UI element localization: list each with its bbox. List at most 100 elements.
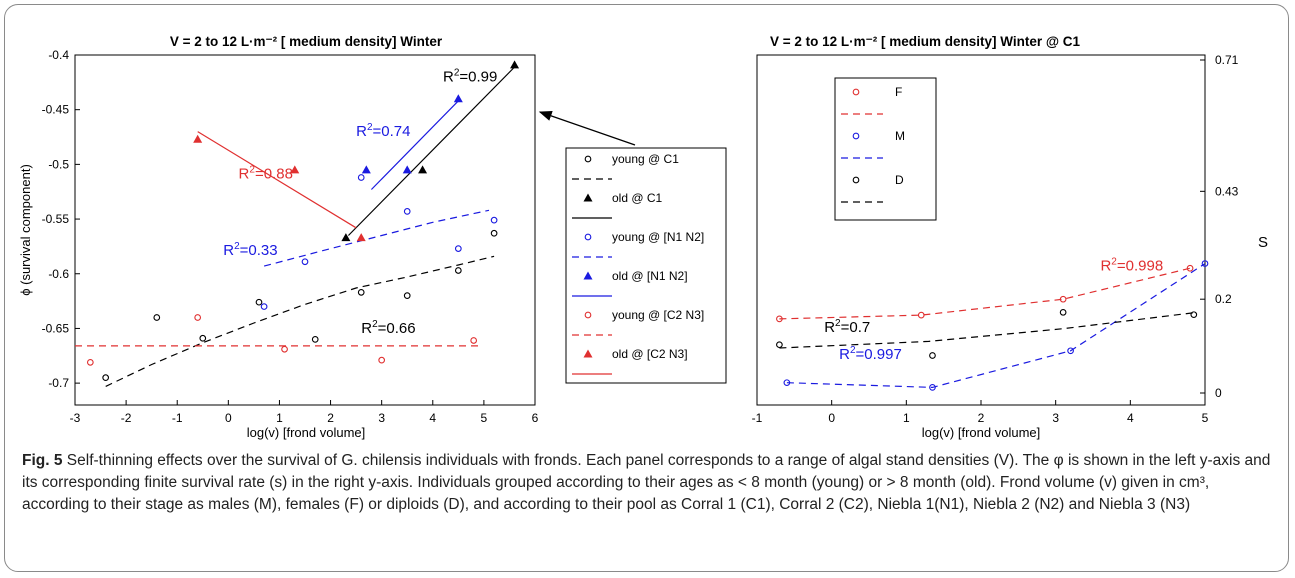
point-young-c2-n3 xyxy=(281,345,288,353)
figure-caption: Fig. 5 Self-thinning effects over the su… xyxy=(22,450,1274,516)
fit-line-young-n1-n2-fit xyxy=(263,209,490,267)
point-old-n1-n2 xyxy=(453,94,463,103)
right-legend-box xyxy=(834,77,937,221)
point-young-n1-n2 xyxy=(403,208,411,215)
fit-line-old-c1-fit xyxy=(347,66,516,236)
point-old-c1 xyxy=(341,233,351,242)
point-young-n1-n2 xyxy=(490,216,498,224)
left-r2-labels: R2=0.66 R2=0.99 R2=0.33 R2=0.74 R2=0.88 xyxy=(223,67,497,337)
left-x-tick-label: 1 xyxy=(276,411,283,425)
fit-line-old-n1-n2-fit xyxy=(370,100,459,190)
right-fit-line-d-fit xyxy=(779,311,1198,349)
left-x-axis-label: log(v) [frond volume] xyxy=(247,425,366,440)
legend-marker-young-c1 xyxy=(584,155,592,163)
point-young-n1-n2 xyxy=(301,258,309,266)
legend-label-old-c1: old @ C1 xyxy=(612,191,663,205)
right-x-tick-label: 3 xyxy=(1052,411,1059,425)
r2-label-young-c1-fit: R2=0.66 xyxy=(361,319,415,337)
legend-marker-old-n1-n2 xyxy=(583,271,593,280)
left-y-tick-label: -0.7 xyxy=(48,376,69,390)
point-young-c1 xyxy=(311,336,319,343)
right-point-f xyxy=(1186,264,1194,272)
right-r2-label-d-fit: R2=0.7 xyxy=(824,318,870,336)
right-legend-label-f: F xyxy=(895,85,902,99)
right-legend-marker-f xyxy=(852,88,860,96)
right-x-tick-label: 2 xyxy=(978,411,985,425)
legend-label-old-n1-n2: old @ [N1 N2] xyxy=(612,269,688,283)
right-x-tick-label: 0 xyxy=(828,411,835,425)
legend-label-young-n1-n2: young @ [N1 N2] xyxy=(612,230,704,244)
point-young-n1-n2 xyxy=(357,174,365,181)
r2-label-old-c1-fit: R2=0.99 xyxy=(443,67,497,85)
right-point-m xyxy=(929,384,936,391)
right-point-f xyxy=(1059,295,1067,303)
legend-label-young-c2-n3: young @ [C2 N3] xyxy=(612,308,704,322)
r2-label-old-n1-n2-fit: R2=0.74 xyxy=(356,122,410,140)
left-x-tick-label: 2 xyxy=(327,411,334,425)
point-young-c1 xyxy=(403,292,411,299)
right-y-tick-label: 0 xyxy=(1215,386,1222,400)
right-y-ticks: 0 0.2 0.43 0.71 xyxy=(1200,53,1239,400)
right-y-tick-label: 0.43 xyxy=(1215,184,1239,198)
legend-marker-young-c2-n3 xyxy=(584,311,592,319)
fit-line-young-c1-fit xyxy=(105,255,495,387)
right-point-m xyxy=(1201,260,1209,267)
left-x-tick-label: -2 xyxy=(121,411,132,425)
point-young-n1-n2 xyxy=(454,245,462,252)
point-young-c1 xyxy=(357,288,365,296)
left-x-tick-label: -3 xyxy=(70,411,81,425)
point-old-c1 xyxy=(510,60,520,69)
right-legend-marker-m xyxy=(852,132,860,140)
point-young-c1 xyxy=(454,267,462,274)
right-legend-marker-d xyxy=(852,176,860,184)
r2-label-young-n1-n2-fit: R2=0.33 xyxy=(223,241,277,259)
left-y-tick-label: -0.65 xyxy=(42,321,70,335)
right-y-tick-label: 0.71 xyxy=(1215,53,1239,67)
point-young-c1 xyxy=(102,374,110,382)
left-y-ticks: -0.7 -0.65 -0.6 -0.55 -0.5 -0.45 -0.4 xyxy=(42,48,80,390)
point-young-n1-n2 xyxy=(260,303,268,310)
right-fit-line-m-fit xyxy=(786,263,1206,389)
left-plot-area xyxy=(74,54,536,406)
right-fit-lines xyxy=(779,263,1206,389)
right-x-tick-label: 5 xyxy=(1202,411,1209,425)
right-point-m xyxy=(1067,347,1074,355)
right-x-tick-label: 1 xyxy=(903,411,910,425)
right-point-d xyxy=(1059,308,1067,316)
right-legend-label-d: D xyxy=(895,173,904,187)
right-chart-title: V = 2 to 12 L·m⁻² [ medium density] Wint… xyxy=(770,34,1081,49)
left-x-tick-label: 5 xyxy=(481,411,488,425)
point-young-c2-n3 xyxy=(378,356,386,364)
left-y-axis-label: ϕ (survival component) xyxy=(18,164,33,296)
fit-line-old-c2-n3-fit xyxy=(197,131,357,229)
legend-marker-old-c1 xyxy=(583,193,593,202)
point-old-c2-n3 xyxy=(290,165,300,174)
point-young-c2-n3 xyxy=(86,358,94,366)
right-point-f xyxy=(776,315,783,323)
left-x-tick-label: 3 xyxy=(378,411,385,425)
left-y-tick-label: -0.45 xyxy=(42,103,70,117)
right-r2-label-f-fit: R2=0.998 xyxy=(1100,257,1163,275)
caption-text: Self-thinning effects over the survival … xyxy=(22,452,1271,513)
right-data-points xyxy=(776,260,1209,391)
point-young-c2-n3 xyxy=(194,314,202,321)
right-x-axis-label: log(v) [frond volume] xyxy=(922,425,1041,440)
point-young-c1 xyxy=(153,314,161,321)
point-young-c2-n3 xyxy=(470,337,478,344)
left-x-ticks: -3 -2 -1 0 1 2 3 4 5 6 xyxy=(70,400,539,425)
left-chart-title: V = 2 to 12 L·m⁻² [ medium density] Wint… xyxy=(170,34,443,49)
right-point-f xyxy=(917,311,925,319)
right-plot-area xyxy=(756,54,1206,406)
left-x-tick-label: 6 xyxy=(532,411,539,425)
right-point-d xyxy=(776,341,783,349)
left-legend: young @ C1 old @ C1 young @ [N1 N2] old @ [… xyxy=(565,147,727,384)
left-x-tick-label: 4 xyxy=(429,411,436,425)
point-old-n1-n2 xyxy=(361,165,371,174)
right-y-axis-label: S xyxy=(1258,234,1268,251)
legend-marker-young-n1-n2 xyxy=(584,233,592,241)
right-r2-labels: R2=0.998 R2=0.997 R2=0.7 xyxy=(824,257,1163,364)
right-chart: V = 2 to 12 L·m⁻² [ medium density] Wint… xyxy=(752,34,1268,440)
point-young-c1 xyxy=(199,334,207,342)
left-data-points xyxy=(86,60,520,382)
figure-charts: V = 2 to 12 L·m⁻² [ medium density] Wint… xyxy=(18,34,1268,440)
